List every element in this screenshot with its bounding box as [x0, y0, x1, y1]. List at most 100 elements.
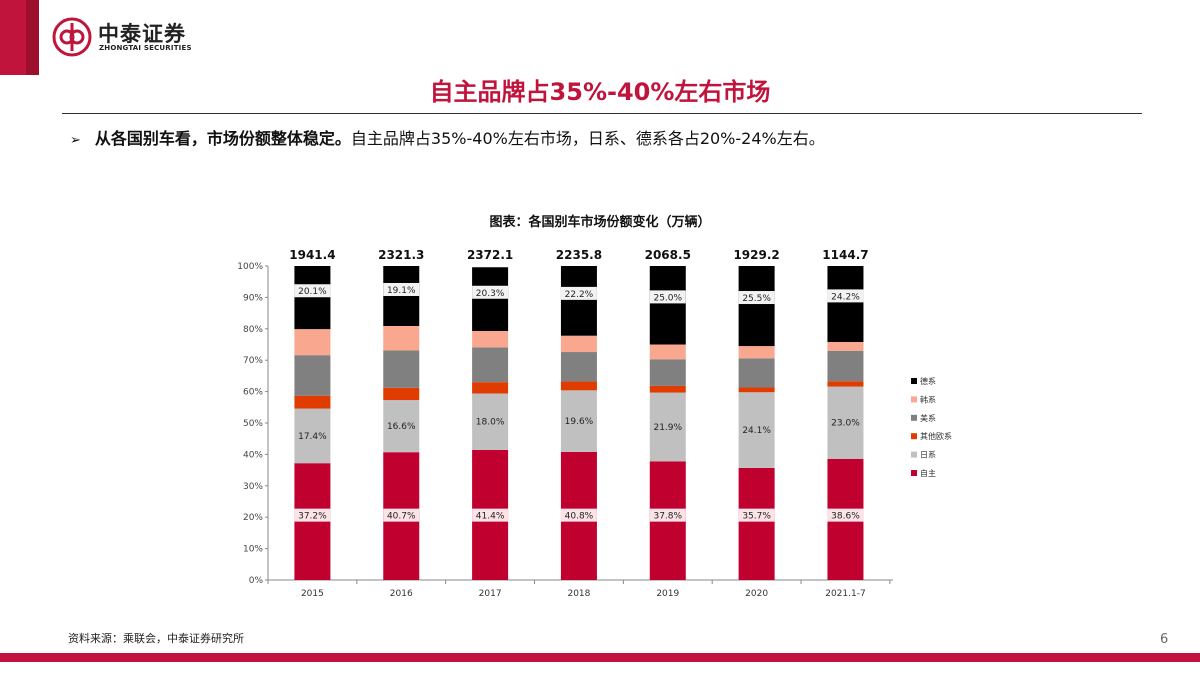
data-label-bg — [827, 508, 864, 522]
data-label-bg — [294, 284, 331, 298]
data-label: 20.1% — [298, 287, 327, 297]
bar-segment-自主 — [738, 467, 775, 580]
legend-swatch-日系 — [911, 451, 917, 458]
data-label: 25.0% — [653, 293, 682, 303]
chart-title: 图表：各国别车市场份额变化（万辆） — [489, 215, 711, 230]
bullet-point: ➢ 从各国别车看，市场份额整体稳定。自主品牌占35%-40%左右市场，日系、德系各… — [70, 125, 825, 149]
legend-label: 日系 — [920, 450, 936, 460]
total-label: 1941.4 — [289, 248, 335, 262]
legend-swatch-韩系 — [911, 396, 917, 403]
data-label-bg — [738, 508, 775, 522]
legend-label: 自主 — [920, 468, 936, 478]
legend-swatch-美系 — [911, 414, 917, 421]
title-divider — [62, 113, 1142, 114]
y-tick-label: 0% — [249, 576, 264, 586]
data-label: 35.7% — [742, 512, 771, 522]
bar-segment-德系 — [560, 266, 597, 336]
y-tick-label: 90% — [243, 293, 263, 303]
y-tick-label: 100% — [237, 262, 263, 272]
total-label: 2235.8 — [556, 248, 602, 262]
legend-swatch-其他欧系 — [911, 433, 917, 440]
y-tick-label: 50% — [243, 419, 263, 429]
slide-title: 自主品牌占35%-40%左右市场 — [429, 78, 771, 106]
data-label-bg — [383, 282, 420, 296]
x-tick-label: 2016 — [390, 589, 413, 599]
y-tick-label: 30% — [243, 482, 263, 492]
data-label: 23.0% — [831, 419, 860, 429]
legend-label: 韩系 — [920, 394, 936, 404]
bar-segment-日系 — [383, 400, 420, 453]
bar-segment-美系 — [649, 359, 686, 386]
data-label: 21.9% — [653, 423, 682, 433]
data-label: 38.6% — [831, 512, 860, 522]
footer-bar — [0, 653, 1200, 662]
data-label: 20.3% — [476, 289, 505, 299]
y-tick-label: 80% — [243, 325, 263, 335]
bar-segment-德系 — [472, 267, 509, 331]
data-label: 40.7% — [387, 512, 416, 522]
x-tick-label: 2020 — [745, 589, 768, 599]
page-number: 6 — [1160, 632, 1169, 647]
bar-segment-德系 — [827, 266, 864, 342]
arrow-bullet-icon: ➢ — [70, 133, 81, 148]
x-tick-label: 2021.1-7 — [825, 589, 865, 599]
bar-segment-其他欧系 — [738, 387, 775, 393]
bar-segment-日系 — [649, 392, 686, 462]
data-label-bg — [827, 289, 864, 303]
legend-swatch-自主 — [911, 470, 917, 476]
bar-segment-韩系 — [472, 330, 509, 348]
data-label: 40.8% — [565, 512, 594, 522]
bar-segment-日系 — [738, 392, 775, 468]
y-tick-label: 70% — [243, 356, 263, 366]
data-label-bg — [560, 286, 597, 300]
y-tick-label: 20% — [243, 513, 263, 523]
data-label: 37.8% — [653, 512, 682, 522]
x-tick-label: 2017 — [479, 589, 502, 599]
y-tick-label: 60% — [243, 388, 263, 398]
bar-segment-韩系 — [649, 344, 686, 360]
data-label: 19.6% — [565, 417, 594, 427]
total-label: 1144.7 — [822, 248, 868, 262]
data-label: 24.1% — [742, 426, 771, 436]
data-label: 37.2% — [298, 512, 327, 522]
bar-segment-其他欧系 — [827, 381, 864, 387]
legend-label: 德系 — [920, 376, 936, 386]
total-label: 2321.3 — [378, 248, 424, 262]
x-tick-label: 2015 — [301, 589, 324, 599]
bar-segment-美系 — [560, 352, 597, 382]
data-label-bg — [294, 508, 331, 522]
bar-segment-日系 — [472, 393, 509, 451]
bar-segment-日系 — [294, 408, 331, 464]
brand-side-bar-dark — [26, 0, 39, 75]
data-label-bg — [383, 508, 420, 522]
data-label-bg — [649, 508, 686, 522]
bar-segment-其他欧系 — [649, 385, 686, 393]
bullet-bold-text: 从各国别车看，市场份额整体稳定。 — [94, 129, 351, 148]
bar-segment-其他欧系 — [383, 387, 420, 401]
bar-segment-韩系 — [827, 341, 864, 351]
legend-label: 美系 — [920, 413, 936, 423]
data-label-bg — [472, 285, 509, 299]
bar-segment-其他欧系 — [472, 382, 509, 394]
logo-text-en: ZHONGTAI SECURITIES — [99, 44, 192, 52]
bar-segment-美系 — [472, 347, 509, 383]
data-label: 41.4% — [476, 512, 505, 522]
legend-swatch-德系 — [911, 378, 917, 384]
bar-segment-其他欧系 — [560, 381, 597, 391]
data-label: 24.2% — [831, 292, 860, 302]
bar-segment-韩系 — [560, 335, 597, 353]
data-label: 17.4% — [298, 432, 327, 442]
bar-segment-其他欧系 — [294, 395, 331, 409]
bar-segment-美系 — [827, 350, 864, 382]
bullet-text: 自主品牌占35%-40%左右市场，日系、德系各占20%-24%左右。 — [350, 129, 825, 148]
y-tick-label: 40% — [243, 450, 263, 460]
brand-side-bar — [0, 0, 26, 75]
total-label: 2372.1 — [467, 248, 513, 262]
data-label-bg — [738, 291, 775, 305]
bar-segment-美系 — [294, 355, 331, 396]
bar-segment-德系 — [649, 266, 686, 345]
bar-segment-韩系 — [738, 346, 775, 359]
data-label: 16.6% — [387, 422, 416, 432]
data-label: 22.2% — [565, 290, 594, 300]
